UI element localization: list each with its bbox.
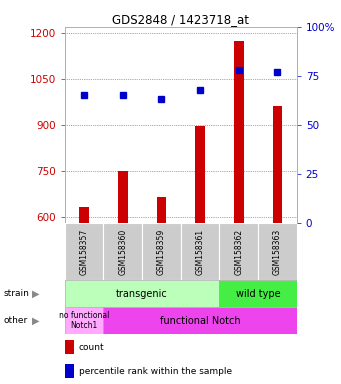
- Bar: [65, 223, 103, 280]
- Bar: [65, 280, 219, 307]
- Text: no functional
Notch1: no functional Notch1: [59, 311, 109, 330]
- Text: ▶: ▶: [32, 289, 40, 299]
- Text: GSM158357: GSM158357: [79, 228, 89, 275]
- Text: GSM158359: GSM158359: [157, 228, 166, 275]
- Bar: [157, 197, 166, 223]
- Text: other: other: [3, 316, 28, 325]
- Text: percentile rank within the sample: percentile rank within the sample: [79, 366, 232, 376]
- Bar: [103, 307, 297, 334]
- Bar: [79, 207, 89, 223]
- Text: ▶: ▶: [32, 316, 40, 326]
- Bar: [65, 307, 103, 334]
- Text: GSM158362: GSM158362: [234, 228, 243, 275]
- Bar: [272, 106, 282, 223]
- Bar: [258, 223, 297, 280]
- Bar: [219, 280, 297, 307]
- Bar: [142, 223, 181, 280]
- Bar: [65, 340, 74, 354]
- Text: GSM158361: GSM158361: [195, 228, 205, 275]
- Bar: [234, 41, 243, 223]
- Text: wild type: wild type: [236, 289, 280, 299]
- Title: GDS2848 / 1423718_at: GDS2848 / 1423718_at: [112, 13, 249, 26]
- Bar: [181, 223, 219, 280]
- Text: transgenic: transgenic: [116, 289, 168, 299]
- Bar: [118, 171, 128, 223]
- Bar: [65, 364, 74, 378]
- Text: GSM158363: GSM158363: [273, 228, 282, 275]
- Text: functional Notch: functional Notch: [160, 316, 240, 326]
- Text: count: count: [79, 343, 104, 352]
- Bar: [195, 126, 205, 223]
- Bar: [219, 223, 258, 280]
- Text: GSM158360: GSM158360: [118, 228, 127, 275]
- Text: strain: strain: [3, 289, 29, 298]
- Bar: [103, 223, 142, 280]
